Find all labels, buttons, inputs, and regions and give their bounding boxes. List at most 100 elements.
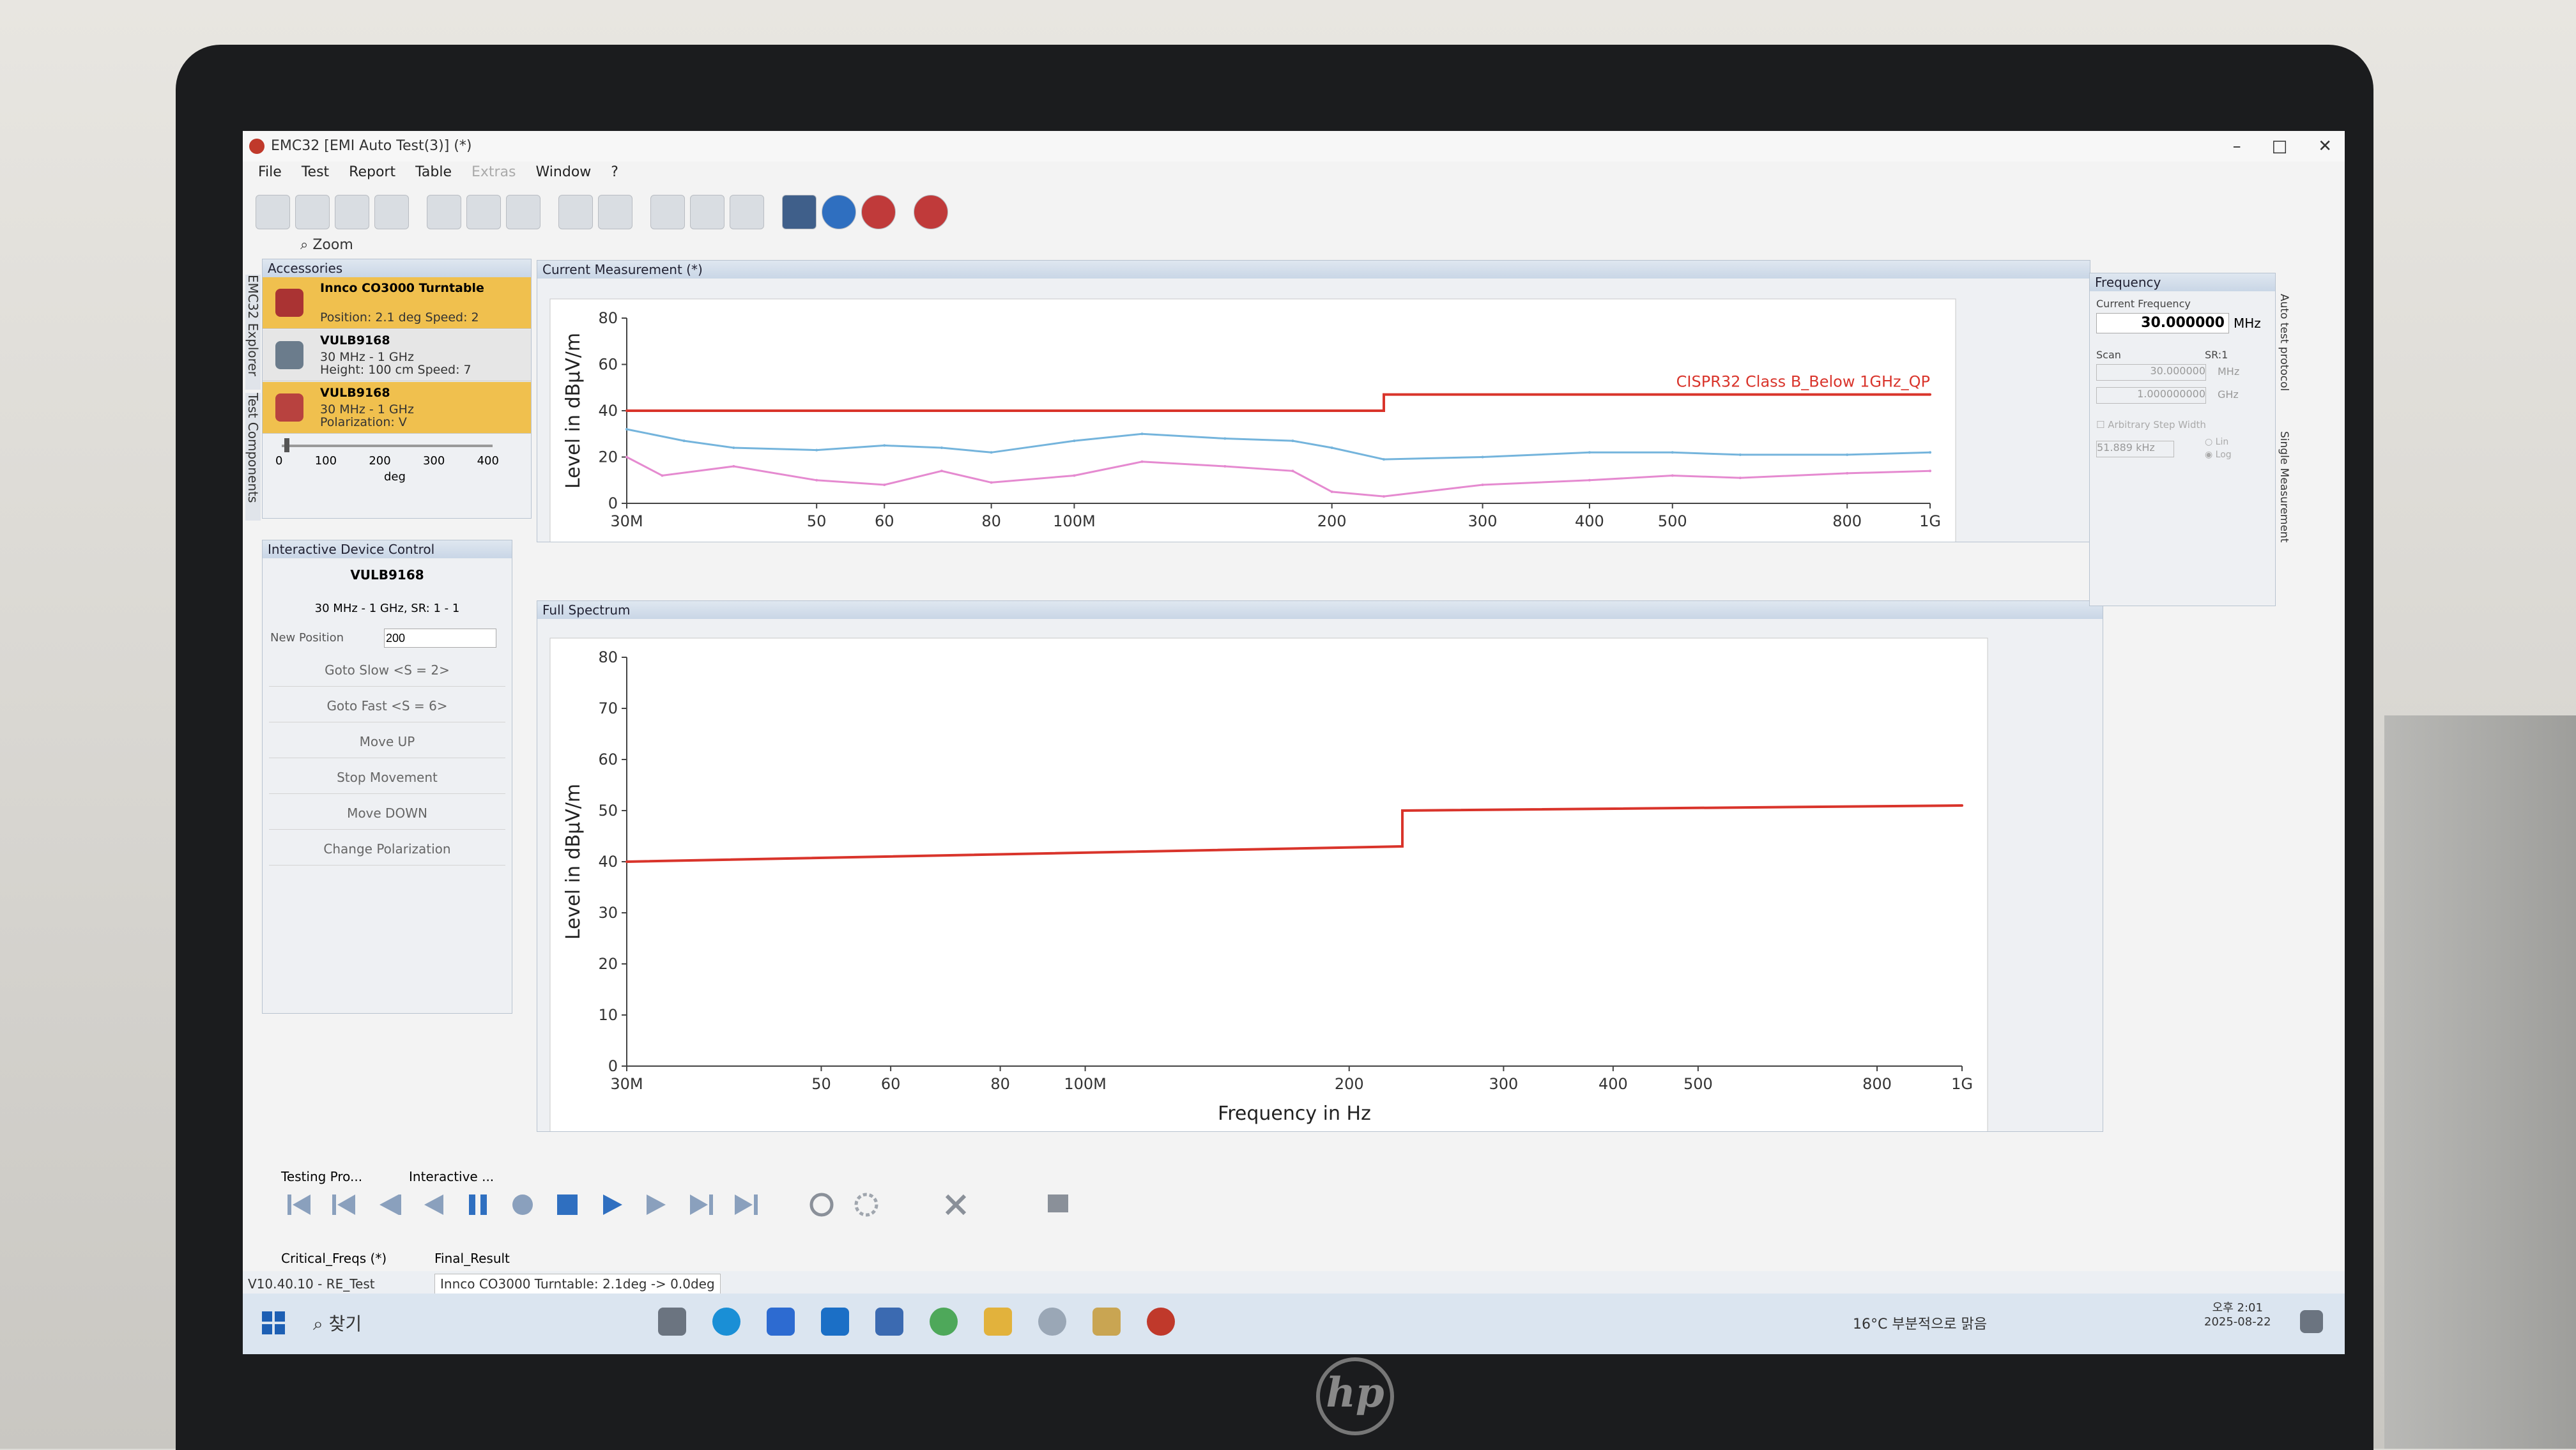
maximize-button[interactable]: □	[2271, 137, 2288, 156]
list-icon[interactable]	[374, 195, 409, 229]
database-save-icon[interactable]	[690, 195, 724, 229]
current-measurement-panel: Current Measurement (*) 0 20 40 60 80 30M 50 60…	[537, 260, 2090, 542]
radio-lin[interactable]: ○ Lin	[2205, 437, 2229, 447]
current-frequency-label: Current Frequency	[2096, 298, 2191, 310]
screenshot-icon[interactable]	[1041, 1188, 1075, 1221]
move-down-button[interactable]: Move DOWN	[269, 797, 505, 830]
alarm-2-icon[interactable]	[914, 195, 948, 229]
emc32-taskbar-icon[interactable]	[1147, 1308, 1175, 1336]
menu-help[interactable]: ?	[611, 164, 618, 180]
step-forward-icon[interactable]	[640, 1188, 673, 1221]
scan-start-field[interactable]: 30.000000	[2096, 364, 2206, 381]
minimize-button[interactable]: –	[2232, 137, 2241, 156]
series-avg-point	[990, 481, 993, 484]
alarm-1-icon[interactable]	[861, 195, 896, 229]
print-icon[interactable]	[466, 195, 501, 229]
chart-app-icon[interactable]	[930, 1308, 958, 1336]
table-icon[interactable]	[335, 195, 369, 229]
menu-table[interactable]: Table	[415, 164, 452, 180]
loop-icon[interactable]	[850, 1188, 883, 1221]
series-avg-point	[1929, 469, 1931, 473]
database-export-icon[interactable]	[730, 195, 764, 229]
series-peak-point	[1291, 439, 1294, 443]
current-measurement-chart: 0 20 40 60 80 30M 50 60 80 100M 200 300 400 500 800 1G F…	[549, 298, 1956, 542]
series-limit-point	[1382, 393, 1385, 396]
start-button[interactable]	[262, 1311, 285, 1334]
calculator-icon[interactable]	[875, 1308, 903, 1336]
series-limit-point	[1961, 804, 1963, 807]
tools-icon[interactable]	[558, 195, 593, 229]
side-tab-test-components[interactable]: Test Components	[245, 393, 261, 521]
tab-testing-pro[interactable]: Testing Pro...	[281, 1169, 363, 1184]
file-explorer-icon[interactable]	[984, 1308, 1012, 1336]
move-up-button[interactable]: Move UP	[269, 726, 505, 758]
step-back-icon[interactable]	[372, 1188, 405, 1221]
x-tick-label: 80	[981, 512, 1001, 530]
change-polarization-button[interactable]: Change Polarization	[269, 833, 505, 866]
graph-icon[interactable]	[295, 195, 330, 229]
status-bar: V10.40.10 - RE_Test Innco CO3000 Turntab…	[243, 1271, 2345, 1297]
step-width-field[interactable]: 51.889 kHz	[2096, 441, 2174, 457]
info-icon[interactable]	[822, 195, 856, 229]
mail-icon[interactable]	[821, 1308, 849, 1336]
window-title: EMC32 [EMI Auto Test(3)] (*)	[271, 138, 472, 154]
reverse-icon[interactable]	[417, 1188, 450, 1221]
close-button[interactable]: ✕	[2318, 137, 2332, 156]
weather-widget[interactable]: 16°C 부분적으로 맑음	[1853, 1316, 1988, 1332]
clock[interactable]: 오후 2:01 2025-08-22	[2204, 1299, 2271, 1329]
stop-movement-button[interactable]: Stop Movement	[269, 761, 505, 794]
tab-interactive[interactable]: Interactive ...	[409, 1169, 494, 1184]
notes-icon[interactable]	[1092, 1308, 1121, 1336]
accessory-antenna-height[interactable]: VULB9168 30 MHz - 1 GHz Height: 100 cm S…	[263, 330, 531, 381]
side-tab-auto-protocol[interactable]: Auto test protocol	[2278, 294, 2290, 392]
search-box[interactable]: ⌕ 찾기	[313, 1313, 362, 1334]
menu-report[interactable]: Report	[349, 164, 396, 180]
zoom-label: Zoom	[312, 237, 353, 253]
tab-critical-freqs[interactable]: Critical_Freqs (*)	[281, 1251, 387, 1266]
next-icon[interactable]	[685, 1188, 718, 1221]
menu-extras: Extras	[471, 164, 516, 180]
side-tab-single-measurement[interactable]: Single Measurement	[2278, 431, 2290, 543]
device-icon[interactable]	[598, 195, 632, 229]
pause-icon[interactable]	[461, 1188, 494, 1221]
menu-file[interactable]: File	[258, 164, 282, 180]
network-tool-icon[interactable]	[1038, 1308, 1066, 1336]
skip-start-icon[interactable]	[282, 1188, 316, 1221]
rack-equipment	[2384, 715, 2576, 1449]
series-peak-point	[1382, 458, 1385, 461]
zoom-toggle[interactable]: ⌕ Zoom	[300, 237, 353, 253]
task-view-icon[interactable]	[658, 1308, 686, 1336]
x-axis-label: Frequency in Hz	[1218, 1103, 1371, 1125]
step-width-checkbox[interactable]: ☐ Arbitrary Step Width	[2096, 419, 2206, 431]
y-tick-label: 60	[598, 356, 618, 374]
edge-browser-icon[interactable]	[712, 1308, 740, 1336]
refresh-icon[interactable]	[805, 1188, 838, 1221]
store-icon[interactable]	[767, 1308, 795, 1336]
record-icon[interactable]	[506, 1188, 539, 1221]
accessory-antenna-polarization[interactable]: VULB9168 30 MHz - 1 GHz Polarization: V	[263, 382, 531, 434]
goto-slow-button[interactable]: Goto Slow <S = 2>	[269, 654, 505, 687]
play-icon[interactable]	[595, 1188, 629, 1221]
goto-fast-button[interactable]: Goto Fast <S = 6>	[269, 690, 505, 722]
tab-final-result[interactable]: Final_Result	[434, 1251, 510, 1266]
cancel-icon[interactable]	[939, 1188, 972, 1221]
database-icon[interactable]	[650, 195, 685, 229]
y-tick-label: 0	[608, 494, 618, 512]
menu-window[interactable]: Window	[535, 164, 592, 180]
stop-icon[interactable]	[551, 1188, 584, 1221]
radio-lin-label: Lin	[2215, 437, 2229, 447]
pdf-export-icon[interactable]	[506, 195, 540, 229]
side-tab-explorer[interactable]: EMC32 Explorer	[245, 275, 261, 390]
notification-icon[interactable]	[2300, 1310, 2323, 1333]
accessory-turntable[interactable]: Innco CO3000 Turntable Position: 2.1 deg…	[263, 277, 531, 329]
scan-stop-field[interactable]: 1.000000000	[2096, 387, 2206, 404]
menu-test[interactable]: Test	[301, 164, 330, 180]
series-peak-point	[1223, 437, 1227, 440]
skip-end-icon[interactable]	[730, 1188, 763, 1221]
new-test-icon[interactable]	[256, 195, 290, 229]
report-icon[interactable]	[427, 195, 461, 229]
radio-log[interactable]: ◉ Log	[2205, 450, 2232, 460]
new-position-input[interactable]	[384, 629, 496, 648]
previous-icon[interactable]	[327, 1188, 360, 1221]
measurement-icon[interactable]	[782, 195, 816, 229]
